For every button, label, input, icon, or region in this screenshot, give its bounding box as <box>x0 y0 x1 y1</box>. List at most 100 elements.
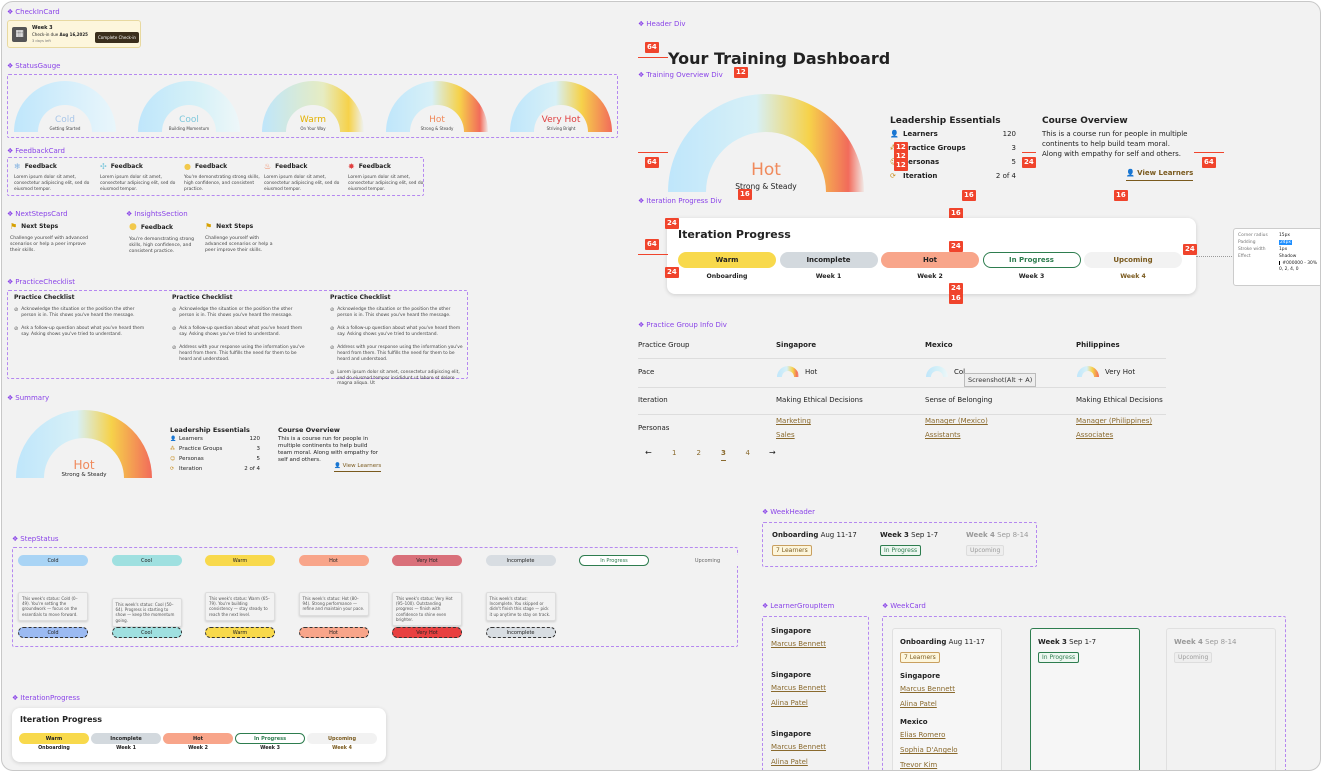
checklist-item[interactable]: ⊘ Ask a follow-up question about what you… <box>14 326 150 338</box>
mini-gauge-icon <box>776 365 800 378</box>
inspector-key: Padding <box>1238 240 1256 245</box>
section-label-weekcard: ❖ WeekCard <box>882 602 926 610</box>
checklist-item[interactable]: ⊘ Acknowledge the situation or the positi… <box>14 307 150 319</box>
section-label-nextsteps: ❖ NextStepsCard <box>7 210 68 218</box>
persona-link[interactable]: Sales <box>776 431 795 439</box>
iteration-step-pill[interactable]: Incomplete <box>91 733 161 744</box>
weekcard-learner-link[interactable]: Elias Romero <box>900 731 946 739</box>
checklist-item-text: Ask a follow-up question about what you'… <box>179 325 303 337</box>
inspector-key: Effect <box>1238 254 1251 259</box>
page-number[interactable]: 1 <box>672 449 677 457</box>
iteration-step-pill[interactable]: Warm <box>678 252 776 268</box>
prev-arrow-icon[interactable]: ← <box>645 448 652 457</box>
checklist-item[interactable]: ⊘ Ask a follow-up question about what you… <box>172 326 308 338</box>
check-circle-icon: ⊘ <box>330 325 335 332</box>
check-circle-icon: ⊘ <box>172 307 177 313</box>
iteration-step-pill[interactable]: Warm <box>19 733 89 744</box>
inspector-key: Stroke width <box>1238 247 1266 252</box>
learner-link[interactable]: Alina Patel <box>771 758 808 766</box>
status-pill-focused[interactable]: Cold <box>18 627 88 638</box>
feedback-text: Lorem ipsum dolor sit amet, consectetur … <box>348 175 424 192</box>
practice-groups-icon: ⁂ <box>170 446 175 452</box>
status-pill: Upcoming <box>672 555 743 566</box>
learner-link[interactable]: Marcus Bennett <box>771 743 826 751</box>
status-pill-focused[interactable]: Cool <box>111 627 182 638</box>
checkin-due: Check-in due Aug 16,2025 <box>32 32 88 37</box>
overview-stat-row: ⁂Practice Groups 3 <box>890 144 1016 152</box>
learner-link[interactable]: Marcus Bennett <box>771 684 826 692</box>
stat-label: Practice Groups <box>903 144 966 152</box>
persona-link[interactable]: Associates <box>1076 431 1114 439</box>
status-pill-focused[interactable]: Incomplete <box>485 627 556 638</box>
iteration-step-pill[interactable]: Upcoming <box>307 733 377 744</box>
weekheader-title: Week 4 Sep 8-14 <box>966 531 1028 539</box>
checklist-item[interactable]: ⊘ Acknowledge the situation or the positi… <box>172 307 308 319</box>
next-arrow-icon[interactable]: → <box>769 448 776 457</box>
feedback-text: Lorem ipsum dolor sit amet, consectetur … <box>14 175 90 192</box>
overview-view-learners-link[interactable]: 👤 View Learners <box>1126 169 1194 181</box>
weekcard-title: Week 3 Sep 1-7 <box>1038 638 1096 646</box>
stat-label: Personas <box>903 158 940 166</box>
status-pill-focused[interactable]: Warm <box>205 627 275 638</box>
iteration-step-week: Week 2 <box>188 746 208 751</box>
iteration-step-week: Week 4 <box>1120 273 1146 280</box>
checklist-frame <box>7 290 468 379</box>
stat-value: 3 <box>256 446 261 452</box>
checklist-item[interactable]: ⊘ Address with your response using the in… <box>330 345 466 363</box>
pg-divider <box>638 387 1166 388</box>
checklist-item[interactable]: ⊘ Address with your response using the in… <box>172 345 308 363</box>
iteration-step-pill[interactable]: In Progress <box>982 252 1081 268</box>
inspector-key: Corner radius <box>1238 233 1268 238</box>
checkin-left: 3 days left <box>32 39 51 43</box>
learner-link[interactable]: Marcus Bennett <box>771 640 826 648</box>
summary-view-learners-link[interactable]: 👤 View Learners <box>334 463 382 472</box>
page-title: Your Training Dashboard <box>668 49 891 68</box>
weekcard-learner-link[interactable]: Marcus Bennett <box>900 685 955 693</box>
learner-link[interactable]: Alina Patel <box>771 699 808 707</box>
overview-gauge-label: Hot <box>751 160 781 180</box>
status-pill: Hot <box>298 555 369 566</box>
stat-label: Personas <box>179 456 204 462</box>
weekcard-onboarding[interactable] <box>892 628 1002 770</box>
personas-icon: ☺ <box>890 158 903 166</box>
weekcard-week3[interactable] <box>1030 628 1140 770</box>
status-pill-focused[interactable]: Very Hot <box>392 627 462 638</box>
feedback-card: ✣ Feedback Lorem ipsum dolor sit amet, con… <box>100 162 176 193</box>
persona-link[interactable]: Manager (Mexico) <box>925 417 988 425</box>
weekcard-learner-link[interactable]: Sophia D'Angelo <box>900 746 958 754</box>
iteration-step-pill[interactable]: Hot <box>881 252 979 268</box>
checklist-card: Practice Checklist ⊘ Acknowledge the situa… <box>330 294 466 394</box>
iteration-step-pill[interactable]: Incomplete <box>779 252 878 268</box>
persona-link[interactable]: Assistants <box>925 431 961 439</box>
page-number[interactable]: 2 <box>696 449 701 457</box>
page-number[interactable]: 4 <box>745 449 750 457</box>
status-pill: Very Hot <box>392 555 462 566</box>
overview-co-text: This is a course run for people in multi… <box>1042 130 1188 158</box>
spacing-line <box>1022 152 1036 153</box>
iteration-step-pill[interactable]: Upcoming <box>1084 252 1182 268</box>
status-pill-focused[interactable]: Hot <box>298 627 369 638</box>
persona-link[interactable]: Marketing <box>776 417 811 425</box>
pace-label: Very Hot <box>1105 367 1136 376</box>
iteration-step-pill[interactable]: In Progress <box>235 733 305 744</box>
iteration-step-pill[interactable]: Hot <box>163 733 233 744</box>
checklist-item[interactable]: ⊘ Lorem ipsum dolor sit amet, consectetur… <box>330 370 466 388</box>
mini-gauge-icon <box>925 365 949 378</box>
gauge-0: Cold Getting Started <box>12 78 118 136</box>
week-date: Sep 8-14 <box>1205 638 1237 646</box>
gauge-label: Warm <box>299 115 327 125</box>
complete-checkin-button[interactable]: Complete Check-in <box>95 32 139 43</box>
mini-gauge-icon <box>1076 365 1100 378</box>
gauge-4: Very Hot Striving Bright <box>508 78 614 136</box>
week-badge: Upcoming <box>1174 652 1213 663</box>
sun-icon: ● <box>184 162 191 171</box>
weekcard-week4[interactable] <box>1166 628 1276 770</box>
persona-link[interactable]: Manager (Philippines) <box>1076 417 1153 425</box>
checklist-item[interactable]: ⊘ Ask a follow-up question about what you… <box>330 326 466 338</box>
page-number[interactable]: 3 <box>721 449 726 461</box>
week-title: Week 4 <box>1174 638 1203 646</box>
weekcard-learner-link[interactable]: Alina Patel <box>900 700 937 708</box>
gauge-sub: Getting Started <box>49 126 81 131</box>
weekcard-learner-link[interactable]: Trevor Kim <box>900 761 938 769</box>
checklist-item[interactable]: ⊘ Acknowledge the situation or the positi… <box>330 307 466 319</box>
